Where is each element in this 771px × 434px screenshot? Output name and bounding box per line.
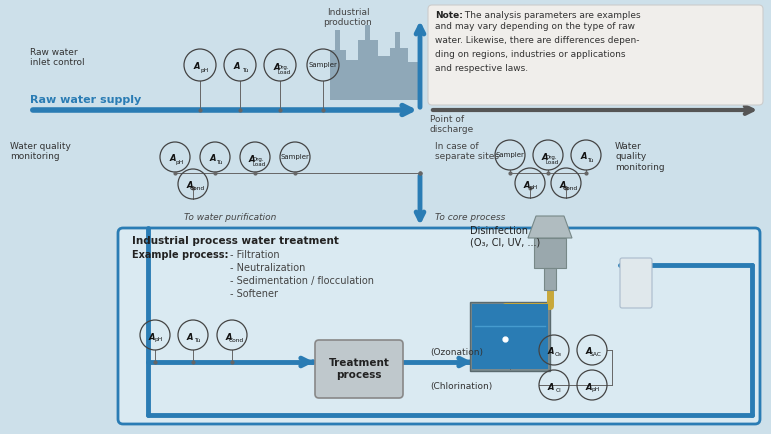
Text: A: A xyxy=(249,155,255,164)
Text: pH: pH xyxy=(175,160,183,165)
Text: Sampler: Sampler xyxy=(496,152,524,158)
Bar xyxy=(472,304,548,369)
Text: SAC: SAC xyxy=(590,352,602,358)
Bar xyxy=(395,32,400,50)
Bar xyxy=(346,60,360,100)
Bar xyxy=(358,40,378,100)
Bar xyxy=(330,50,346,100)
Bar xyxy=(376,56,390,100)
Bar xyxy=(335,30,340,50)
Text: A: A xyxy=(547,382,554,391)
Text: and may vary depending on the type of raw: and may vary depending on the type of ra… xyxy=(435,22,635,31)
Text: ding on regions, industries or applications: ding on regions, industries or applicati… xyxy=(435,50,625,59)
Bar xyxy=(405,62,419,100)
Bar xyxy=(365,25,370,50)
Text: water. Likewise, there are differences depen-: water. Likewise, there are differences d… xyxy=(435,36,639,45)
Text: Water quality
monitoring: Water quality monitoring xyxy=(10,142,71,161)
Text: Industrial process water treatment: Industrial process water treatment xyxy=(132,236,339,246)
Text: A: A xyxy=(560,181,566,190)
Text: A: A xyxy=(194,62,200,71)
Text: Raw water supply: Raw water supply xyxy=(30,95,141,105)
Text: Sampler: Sampler xyxy=(308,62,338,68)
Text: Disinfection
(O₃, Cl, UV, ...): Disinfection (O₃, Cl, UV, ...) xyxy=(470,226,540,248)
Bar xyxy=(470,302,550,371)
Text: A: A xyxy=(580,152,587,161)
Text: Example process:: Example process: xyxy=(132,250,228,260)
Text: To water purification: To water purification xyxy=(183,213,276,222)
Text: pH: pH xyxy=(155,338,163,342)
Text: Water
quality
monitoring: Water quality monitoring xyxy=(615,142,665,172)
Text: pH: pH xyxy=(592,388,600,392)
Polygon shape xyxy=(528,216,572,238)
Text: Org.
Load: Org. Load xyxy=(278,65,291,76)
Text: A: A xyxy=(169,154,176,163)
Text: Note:: Note: xyxy=(435,11,463,20)
Text: Tu: Tu xyxy=(217,160,223,165)
Text: Org.
Load: Org. Load xyxy=(252,157,266,168)
Text: A: A xyxy=(274,62,280,72)
Text: Cond: Cond xyxy=(228,338,244,342)
Text: A: A xyxy=(542,152,548,161)
Text: Industrial
production: Industrial production xyxy=(324,8,372,27)
Text: A: A xyxy=(547,348,554,356)
Text: (Chlorination): (Chlorination) xyxy=(430,382,492,391)
Text: A: A xyxy=(586,382,592,391)
Text: Cond: Cond xyxy=(562,185,577,191)
Text: A: A xyxy=(187,332,194,342)
Text: - Softener: - Softener xyxy=(230,289,278,299)
Text: Treatment
process: Treatment process xyxy=(328,358,389,380)
Text: and respective laws.: and respective laws. xyxy=(435,64,528,73)
Text: A: A xyxy=(586,348,592,356)
Text: pH: pH xyxy=(200,68,209,73)
FancyBboxPatch shape xyxy=(118,228,760,424)
Text: The analysis parameters are examples: The analysis parameters are examples xyxy=(462,11,641,20)
Text: Point of
discharge: Point of discharge xyxy=(430,115,474,135)
Text: Tu: Tu xyxy=(588,158,594,163)
Bar xyxy=(544,268,556,290)
FancyBboxPatch shape xyxy=(428,5,763,105)
Text: (Ozonation): (Ozonation) xyxy=(430,348,483,356)
Text: Municipal / industrial
wastewater: Municipal / industrial wastewater xyxy=(528,77,652,99)
Text: Tu: Tu xyxy=(194,338,200,342)
Text: A: A xyxy=(209,154,216,163)
Text: Cond: Cond xyxy=(190,187,204,191)
Text: Tu: Tu xyxy=(241,68,248,73)
Text: Org.
Load: Org. Load xyxy=(545,155,559,165)
Text: - Sedimentation / flocculation: - Sedimentation / flocculation xyxy=(230,276,374,286)
Text: In case of
separate sites: In case of separate sites xyxy=(435,142,499,161)
Text: A: A xyxy=(187,181,194,191)
Text: A: A xyxy=(149,332,155,342)
FancyBboxPatch shape xyxy=(620,258,652,308)
Text: A: A xyxy=(524,181,530,190)
FancyBboxPatch shape xyxy=(315,340,403,398)
Text: To core process: To core process xyxy=(435,213,505,222)
Bar xyxy=(390,48,408,100)
Bar xyxy=(534,238,566,268)
Text: pH: pH xyxy=(530,185,538,191)
Text: Sampler: Sampler xyxy=(281,154,309,160)
Text: Raw water
inlet control: Raw water inlet control xyxy=(30,48,85,67)
Text: - Neutralization: - Neutralization xyxy=(230,263,305,273)
Text: - Filtration: - Filtration xyxy=(230,250,280,260)
Text: Cl: Cl xyxy=(555,388,561,392)
Text: O₃: O₃ xyxy=(554,352,561,358)
Text: A: A xyxy=(226,332,232,342)
Text: A: A xyxy=(234,62,241,71)
